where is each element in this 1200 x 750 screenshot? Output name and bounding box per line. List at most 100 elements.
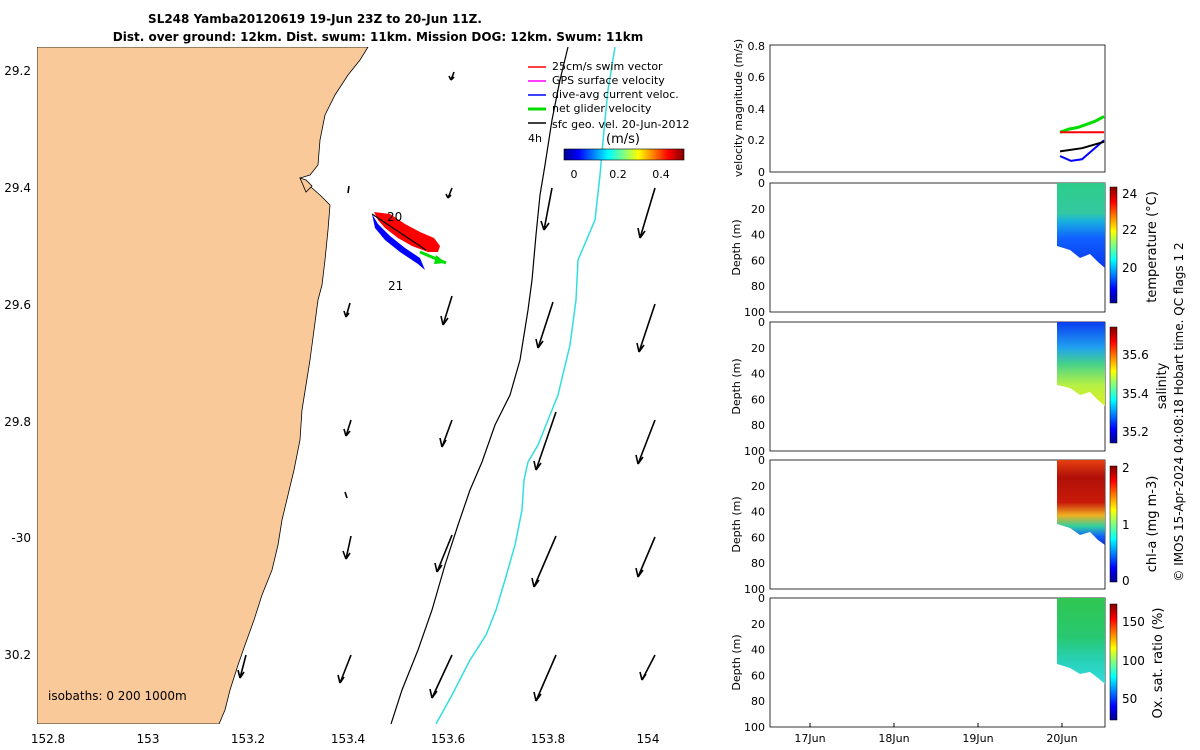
legend-extra-4h: 4h bbox=[528, 132, 542, 145]
lon-tick: 153.6 bbox=[431, 732, 465, 746]
depth-ylabel: Depth (m) bbox=[730, 496, 743, 552]
depth-tick: 100 bbox=[744, 445, 765, 458]
ox-ctick: 100 bbox=[1122, 654, 1145, 668]
colorbar-label: (m/s) bbox=[606, 132, 640, 147]
velocity-panel: 0 0.2 0.4 0.6 0.8 velocity magnitude (m/… bbox=[732, 39, 1106, 179]
colorbar-tick-1: 0.2 bbox=[609, 168, 627, 181]
depth-tick: 20 bbox=[751, 342, 765, 355]
chla-panel: 2 1 0 chl-a (mg m-3) bbox=[769, 459, 1160, 590]
map-panel: 20 21 bbox=[37, 47, 721, 724]
depth-tick: 100 bbox=[744, 721, 765, 734]
net-velocity-arrowhead bbox=[434, 255, 446, 264]
legend-label-swim: 25cm/s swim vector bbox=[552, 60, 663, 73]
island bbox=[299, 177, 313, 193]
isobath-1000m bbox=[435, 47, 616, 724]
legend-label-gps: GPS surface velocity bbox=[552, 74, 665, 87]
depth-tick: 0 bbox=[758, 592, 765, 605]
swim-vectors bbox=[374, 212, 440, 252]
lat-tick: 29.6 bbox=[4, 298, 31, 312]
depth-tick: 60 bbox=[751, 393, 765, 406]
temperature-panel: 24 22 20 temperature (°C) bbox=[769, 182, 1160, 313]
salinity-panel: 35.6 35.4 35.2 salinity bbox=[769, 321, 1170, 452]
depth-tick: 80 bbox=[751, 557, 765, 570]
glider-track: 20 21 bbox=[371, 210, 447, 293]
date-tick: 20Jun bbox=[1046, 732, 1077, 745]
vel-ytick: 0.6 bbox=[748, 71, 766, 84]
date-ticks: 17Jun 18Jun 19Jun 20Jun bbox=[794, 723, 1078, 745]
velocity-axes bbox=[769, 44, 1106, 173]
depth-tick: 40 bbox=[751, 229, 765, 242]
chla-axes bbox=[769, 459, 1106, 590]
depth-tick: 80 bbox=[751, 280, 765, 293]
oxygen-clabel: Ox. sat. ratio (%) bbox=[1151, 608, 1166, 719]
oxygen-colorbar bbox=[1109, 603, 1118, 721]
lon-tick: 153.2 bbox=[231, 732, 265, 746]
depth-tick: 60 bbox=[751, 669, 765, 682]
depth-tick: 40 bbox=[751, 644, 765, 657]
sal-ctick: 35.4 bbox=[1122, 387, 1149, 401]
credit-text: © IMOS 15-Apr-2024 04:08:18 Hobart time.… bbox=[1172, 242, 1186, 581]
date-tick: 17Jun bbox=[794, 732, 825, 745]
lat-tick: 29.2 bbox=[4, 64, 31, 78]
temp-ctick: 20 bbox=[1122, 261, 1137, 275]
depth-tick: 100 bbox=[744, 583, 765, 596]
depth-tick: 80 bbox=[751, 695, 765, 708]
lon-tick: 153.8 bbox=[531, 732, 565, 746]
depth-ylabel: Depth (m) bbox=[730, 358, 743, 414]
chla-section bbox=[1057, 460, 1105, 545]
lon-tick: 153.4 bbox=[331, 732, 365, 746]
colorbar-tick-2: 0.4 bbox=[652, 168, 670, 181]
vel-ylabel: velocity magnitude (m/s) bbox=[732, 39, 745, 177]
chl-ctick: 1 bbox=[1122, 518, 1130, 532]
velocity-series bbox=[1059, 115, 1105, 162]
track-label-end: 21 bbox=[388, 279, 403, 293]
depth-tick: 0 bbox=[758, 177, 765, 190]
depth-tick: 60 bbox=[751, 254, 765, 267]
colorbar-tick-0: 0 bbox=[571, 168, 578, 181]
chl-ctick: 2 bbox=[1122, 461, 1130, 475]
isobaths-label: isobaths: 0 200 1000m bbox=[48, 689, 187, 703]
lon-tick: 152.8 bbox=[31, 732, 65, 746]
depth-tick: 40 bbox=[751, 368, 765, 381]
lat-tick: 29.8 bbox=[4, 415, 31, 429]
lon-tick: 154 bbox=[637, 732, 660, 746]
lat-tick: -30 bbox=[11, 531, 31, 545]
depth-tick: 20 bbox=[751, 480, 765, 493]
chla-colorbar bbox=[1109, 465, 1118, 583]
lon-tick: 153 bbox=[137, 732, 160, 746]
map-lon-ticks: 152.8 153 153.2 153.4 153.6 153.8 154 bbox=[31, 732, 660, 746]
chla-clabel: chl-a (mg m-3) bbox=[1145, 476, 1160, 573]
oxygen-axes bbox=[769, 597, 1106, 728]
depth-tick: 60 bbox=[751, 531, 765, 544]
velocity-series-line bbox=[1059, 115, 1105, 134]
salinity-colorbar bbox=[1109, 326, 1118, 444]
oxygen-panel: 150 100 50 Ox. sat. ratio (%) bbox=[769, 597, 1166, 728]
ox-ctick: 50 bbox=[1122, 692, 1137, 706]
sal-ctick: 35.2 bbox=[1122, 425, 1149, 439]
temperature-section bbox=[1057, 183, 1105, 268]
temperature-axes bbox=[769, 182, 1106, 313]
depth-tick: 20 bbox=[751, 203, 765, 216]
date-tick: 18Jun bbox=[878, 732, 909, 745]
salinity-axes bbox=[769, 321, 1106, 452]
legend-label-net: net glider velocity bbox=[552, 102, 652, 115]
depth-ylabel: Depth (m) bbox=[730, 634, 743, 690]
depth-tick: 80 bbox=[751, 419, 765, 432]
ox-ctick: 150 bbox=[1122, 615, 1145, 629]
vel-ytick: 0.8 bbox=[748, 40, 766, 53]
depth-tick: 40 bbox=[751, 506, 765, 519]
legend-label-current: dive-avg current veloc. bbox=[552, 88, 679, 101]
depth-tick: 0 bbox=[758, 316, 765, 329]
vel-ytick: 0.4 bbox=[748, 103, 766, 116]
date-tick: 19Jun bbox=[962, 732, 993, 745]
track-line bbox=[371, 213, 427, 251]
current-vectors bbox=[372, 214, 425, 270]
track-label-start: 20 bbox=[387, 210, 402, 224]
salinity-clabel: salinity bbox=[1155, 362, 1170, 409]
map-lat-ticks: 29.2 29.4 29.6 29.8 -30 30.2 bbox=[4, 64, 31, 662]
temp-ctick: 22 bbox=[1122, 223, 1137, 237]
isobath-200m bbox=[390, 47, 569, 724]
vel-ytick: 0 bbox=[758, 166, 765, 179]
